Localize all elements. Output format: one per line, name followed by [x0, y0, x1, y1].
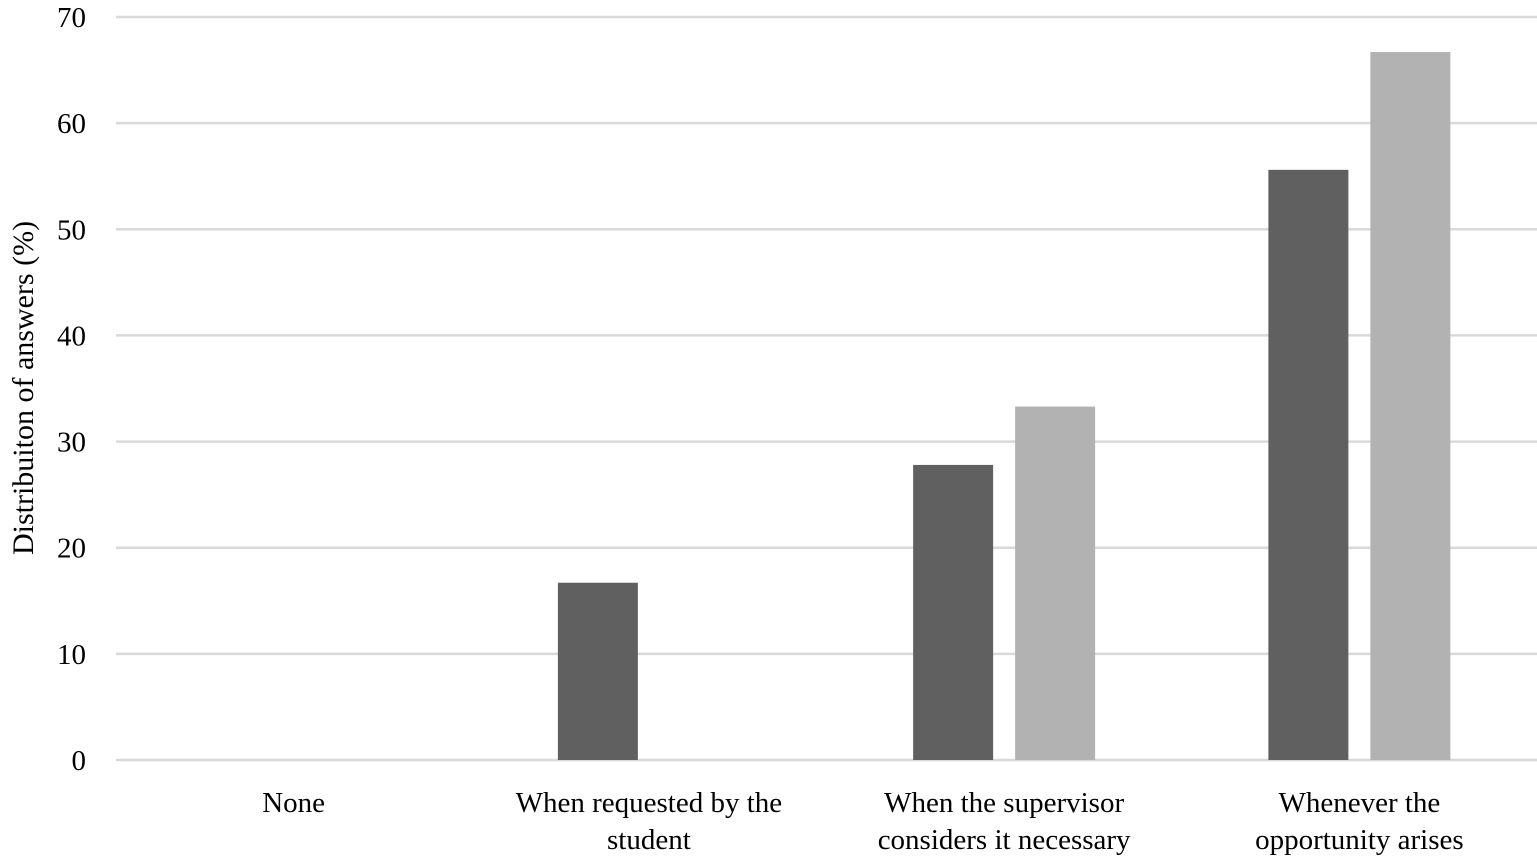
x-category-label: student	[607, 824, 691, 856]
x-category-label: When requested by the	[516, 787, 783, 819]
gridlines	[116, 15, 1537, 762]
y-tick-label: 50	[57, 214, 86, 246]
x-category-label: considers it necessary	[878, 824, 1131, 856]
y-tick-label: 10	[57, 639, 86, 671]
bar-series2-cat3	[1015, 406, 1096, 760]
bar-series1-cat3	[913, 464, 994, 760]
x-axis-category-labels: None When requested by the student When the…	[262, 787, 1463, 856]
y-tick-label: 30	[57, 427, 86, 459]
bar-series2-cat4	[1370, 52, 1451, 760]
y-axis-label: Distribuiton of answers (%)	[7, 221, 40, 555]
bar-series1-cat2	[557, 582, 638, 760]
x-category-label: None	[262, 787, 325, 819]
y-tick-label: 20	[57, 533, 86, 565]
x-category-label: When the supervisor	[884, 787, 1124, 819]
y-tick-label: 40	[57, 320, 86, 352]
x-category-label: Whenever the	[1278, 787, 1440, 819]
bar-series1-cat4	[1268, 169, 1349, 761]
x-category-label: opportunity arises	[1255, 824, 1464, 856]
y-axis-ticks: 0 10 20 30 40 50 60 70	[57, 2, 86, 777]
y-tick-label: 60	[57, 108, 86, 140]
bars	[557, 52, 1451, 761]
y-tick-label: 70	[57, 2, 86, 34]
y-tick-label: 0	[72, 745, 87, 777]
